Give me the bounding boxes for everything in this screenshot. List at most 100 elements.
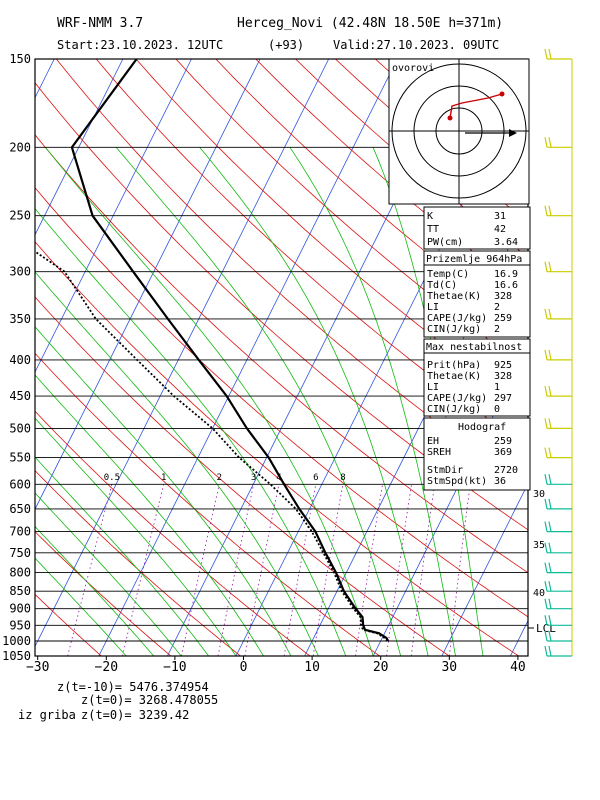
pressure-tick-label: 150 (9, 52, 31, 66)
surface-thetae-label: Thetae(K) (427, 291, 481, 302)
isotherm (441, 482, 528, 656)
pressure-tick-label: 1050 (2, 649, 31, 663)
mixing-ratio-label: 0.5 (104, 473, 120, 483)
wind-barb (544, 645, 572, 657)
forecast-offset: (+93) (268, 38, 304, 52)
hodograph (389, 59, 529, 204)
mixing-ratio-line (244, 484, 280, 656)
sreh-value: 369 (494, 447, 512, 458)
isotherm (35, 59, 261, 511)
eh-value: 259 (494, 436, 512, 447)
surface-li-label: LI (427, 302, 439, 313)
dry-adiabat (575, 59, 600, 656)
max-cin-label: CIN(J/kg) (427, 404, 481, 415)
dry-adiabat (35, 296, 450, 656)
moist-adiabat (35, 492, 182, 656)
max-instability-title: Max nestabilnost (426, 342, 522, 353)
axis-labels: 0.5 1 2 3 4 6 81502002503003504004505005506006… (2, 52, 556, 675)
surface-cape-label: CAPE(J/kg) (427, 313, 487, 324)
surface-cin-value: 2 (494, 324, 500, 335)
surface-parcel-rows: Temp(C) 16.9 Td(C) 16.6 Thetae(K) 328 LI… (427, 269, 518, 335)
temperature-tick-label: 20 (373, 660, 389, 675)
hodograph-top-marker (499, 91, 505, 97)
mixing-ratio-line (386, 484, 412, 656)
max-thetae-label: Thetae(K) (427, 371, 481, 382)
max-instability-rows: Prit(hPa) 925 Thetae(K) 328 LI 1 CAPE(J/… (427, 360, 512, 415)
surface-temp-label: Temp(C) (427, 269, 469, 280)
hodograph-surface-marker (447, 115, 453, 121)
tt-label: TT (427, 224, 439, 235)
stmspd-label: StmSpd(kt) (427, 476, 487, 487)
hodograph-trace (449, 93, 503, 119)
hodograf-params-rows: EH 259 SREH 369 StmDir 2720 StmSpd(kt) 3… (427, 436, 518, 487)
right-scale-label: 30 (533, 489, 545, 500)
mixing-ratio-line (410, 484, 436, 656)
moist-adiabat (35, 417, 237, 656)
max-prit-value: 925 (494, 360, 512, 371)
temperature-tick-label: 0 (240, 660, 248, 675)
wind-barb (544, 205, 572, 217)
isotherm (98, 59, 398, 656)
station-title: Herceg_Novi (42.48N 18.50E h=371m) (237, 16, 503, 31)
tt-value: 42 (494, 224, 506, 235)
pressure-tick-label: 200 (9, 140, 31, 154)
temperature-tick-label: 40 (510, 660, 526, 675)
mixing-ratio-line (449, 484, 471, 656)
isotherm (579, 59, 600, 656)
moist-adiabat (35, 207, 347, 656)
pressure-tick-label: 800 (9, 566, 31, 580)
pressure-tick-label: 500 (9, 421, 31, 435)
pressure-tick-label: 350 (9, 312, 31, 326)
stmspd-value: 36 (494, 476, 506, 487)
mixing-ratio-line (312, 484, 344, 656)
mixing-ratio-label: 4 (276, 473, 281, 483)
surface-td-label: Td(C) (427, 280, 457, 291)
k-label: K (427, 211, 433, 222)
pressure-tick-label: 900 (9, 602, 31, 616)
temperature-profile (70, 59, 390, 642)
model-title: WRF-NMM 3.7 (57, 16, 143, 31)
dry-adiabat (35, 352, 380, 656)
start-time: Start:23.10.2023. 12UTC (57, 38, 223, 52)
wind-barb (544, 474, 572, 485)
footer-z-minus10: z(t=-10)= 5476.374954 (57, 680, 209, 694)
mixing-ratio-line (67, 484, 113, 656)
wind-barb (544, 447, 572, 459)
mixing-ratio-line (355, 484, 383, 656)
wind-barb (544, 418, 572, 429)
surface-td-value: 16.6 (494, 280, 518, 291)
k-value: 31 (494, 211, 506, 222)
max-li-label: LI (427, 382, 439, 393)
wind-barb (544, 521, 572, 533)
pressure-tick-label: 1000 (2, 634, 31, 648)
wind-barb (544, 542, 572, 554)
wind-barb (544, 581, 572, 592)
temperature-tick-label: 10 (304, 660, 320, 675)
pressure-tick-label: 650 (9, 502, 31, 516)
wind-barb (544, 498, 572, 510)
wind-barb (544, 137, 572, 148)
mixing-ratio-line (217, 484, 254, 656)
mixing-ratio-line (122, 484, 165, 656)
mixing-ratio-label: 1 (161, 473, 166, 483)
surface-temp-value: 16.9 (494, 269, 518, 280)
dry-adiabat (175, 59, 528, 370)
wind-barb (544, 385, 572, 397)
temperature-tick-label: −30 (26, 660, 49, 675)
right-scale-label: 35 (533, 540, 545, 551)
max-prit-label: Prit(hPa) (427, 360, 481, 371)
hodograph-label: ovorovi (392, 63, 434, 74)
temperature-tick-label: 30 (441, 660, 457, 675)
pressure-tick-label: 450 (9, 389, 31, 403)
isotherm (35, 59, 124, 236)
mixing-ratio-label: 6 (313, 473, 318, 483)
mixing-ratio-label: 8 (340, 473, 345, 483)
moist-adiabat (35, 374, 264, 656)
mixing-ratio-label: 3 (251, 473, 256, 483)
max-cape-label: CAPE(J/kg) (427, 393, 487, 404)
wind-barbs (544, 48, 573, 657)
pressure-tick-label: 300 (9, 265, 31, 279)
surface-parcel-title: Prizemlje 964hPa (426, 254, 522, 265)
eh-label: EH (427, 436, 439, 447)
profiles (35, 59, 390, 642)
